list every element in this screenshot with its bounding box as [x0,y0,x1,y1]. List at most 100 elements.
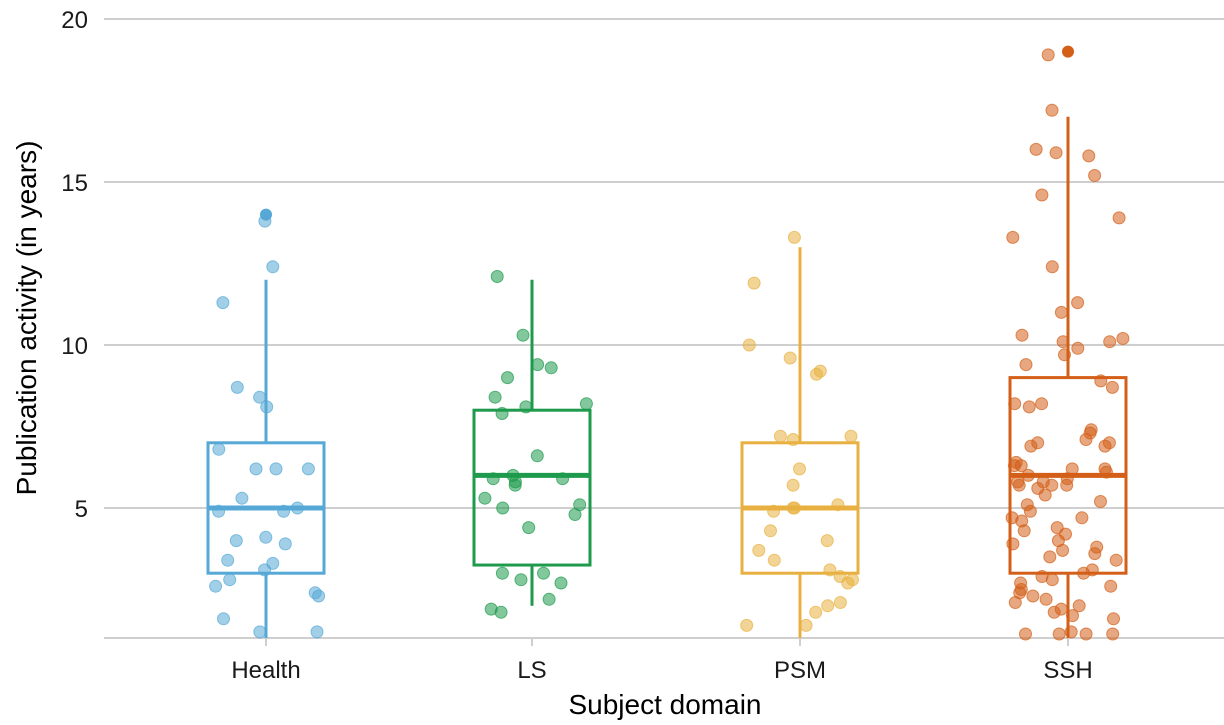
point-ls-1 [516,328,530,342]
point-ssh-7 [1112,211,1126,225]
point-psm-26 [799,618,813,632]
point-health-26 [310,625,324,639]
point-ls-20 [495,566,509,580]
point-psm-19 [823,563,837,577]
point-health-17 [221,553,235,567]
box-ls [472,408,592,567]
point-ssh-41 [1060,478,1074,492]
point-ls-5 [488,390,502,404]
point-health-11 [291,501,304,515]
point-ls-24 [542,592,556,606]
point-ls-3 [544,361,558,375]
x-tick-label-health: Health [231,657,300,684]
point-health-24 [217,612,230,626]
point-ls-6 [579,397,593,411]
point-ssh-10 [1071,296,1085,310]
point-psm-5 [810,367,823,381]
point-psm-3 [783,351,797,365]
point-psm-24 [821,599,835,613]
point-ssh-11 [1054,305,1068,319]
point-ssh-21 [1035,397,1049,411]
point-health-7 [301,462,315,476]
point-health-1 [266,260,280,274]
y-axis-title: Publication activity (in years) [11,141,42,496]
x-tick-label-psm: PSM [774,657,826,684]
point-ssh-50 [1075,511,1089,525]
point-ssh-43 [1045,478,1059,492]
point-ssh-5 [1088,169,1102,182]
point-ssh-13 [1116,332,1130,345]
point-ssh-30 [1024,439,1038,453]
point-ls-7 [519,400,533,414]
point-health-12 [277,504,291,518]
point-ssh-8 [1006,230,1020,244]
point-psm-16 [820,534,834,548]
point-ls-23 [554,576,568,590]
point-psm-13 [786,501,800,515]
point-ssh-6 [1035,188,1049,202]
point-psm-14 [767,504,781,518]
point-psm-0 [787,230,801,244]
point-psm-2 [742,338,756,352]
point-psm-27 [740,618,754,632]
point-ssh-22 [1008,397,1022,411]
x-tick-label-ssh: SSH [1043,657,1092,684]
point-ssh-19 [1094,374,1108,388]
point-ssh-36 [1099,465,1113,479]
point-psm-1 [747,276,761,290]
point-psm-6 [844,429,858,443]
point-ls-15 [478,491,492,505]
point-ssh-80 [1019,627,1032,641]
point-ssh-81 [1106,627,1120,641]
point-psm-25 [809,605,823,619]
point-ssh-61 [1109,553,1123,567]
point-psm-15 [764,524,777,538]
x-axis-title: Subject domain [568,689,761,720]
point-ssh-78 [1064,625,1078,639]
point-ls-12 [556,472,570,486]
point-health-10 [235,491,249,505]
point-ssh-15 [1103,335,1117,349]
point-ssh-71 [1039,592,1053,606]
point-health-4 [253,390,267,404]
point-ssh-59 [1088,547,1102,561]
point-ssh-14 [1056,335,1070,349]
point-ls-21 [537,566,550,580]
point-ls-19 [522,521,536,535]
point-ls-0 [490,270,504,283]
point-health-15 [229,534,243,548]
point-ssh-75 [1047,605,1061,619]
point-health-2 [216,296,230,310]
point-psm-10 [786,478,800,492]
point-ssh-18 [1019,358,1033,372]
point-health-20 [223,573,237,587]
point-ls-4 [501,371,514,385]
point-ssh-26 [1079,433,1093,446]
point-ssh-12 [1015,328,1029,342]
point-psm-8 [786,433,800,446]
point-ssh-65 [1045,573,1059,587]
point-ls-9 [530,449,544,463]
point-ssh-72 [1008,596,1022,609]
point-health-21 [209,579,223,593]
point-ssh-9 [1045,260,1059,274]
point-ssh-33 [1007,459,1021,473]
point-psm-7 [773,429,787,443]
y-tick-label-15: 15 [61,170,88,197]
point-ssh-58 [1056,543,1070,557]
point-ssh-16 [1071,341,1085,355]
point-ls-11 [486,472,500,486]
point-ssh-56 [1006,537,1020,551]
point-ssh-77 [1107,612,1120,626]
point-psm-18 [767,553,781,567]
point-psm-11 [831,498,845,512]
y-tick-labels: 5 10 15 20 [61,7,88,523]
point-ssh-73 [1072,599,1086,613]
x-tick-label-ls: LS [517,657,546,684]
point-health-23 [312,589,326,603]
point-health-6 [212,442,226,456]
point-ls-17 [496,501,510,515]
point-ssh-48 [1023,504,1037,518]
point-ssh-70 [1026,589,1040,603]
